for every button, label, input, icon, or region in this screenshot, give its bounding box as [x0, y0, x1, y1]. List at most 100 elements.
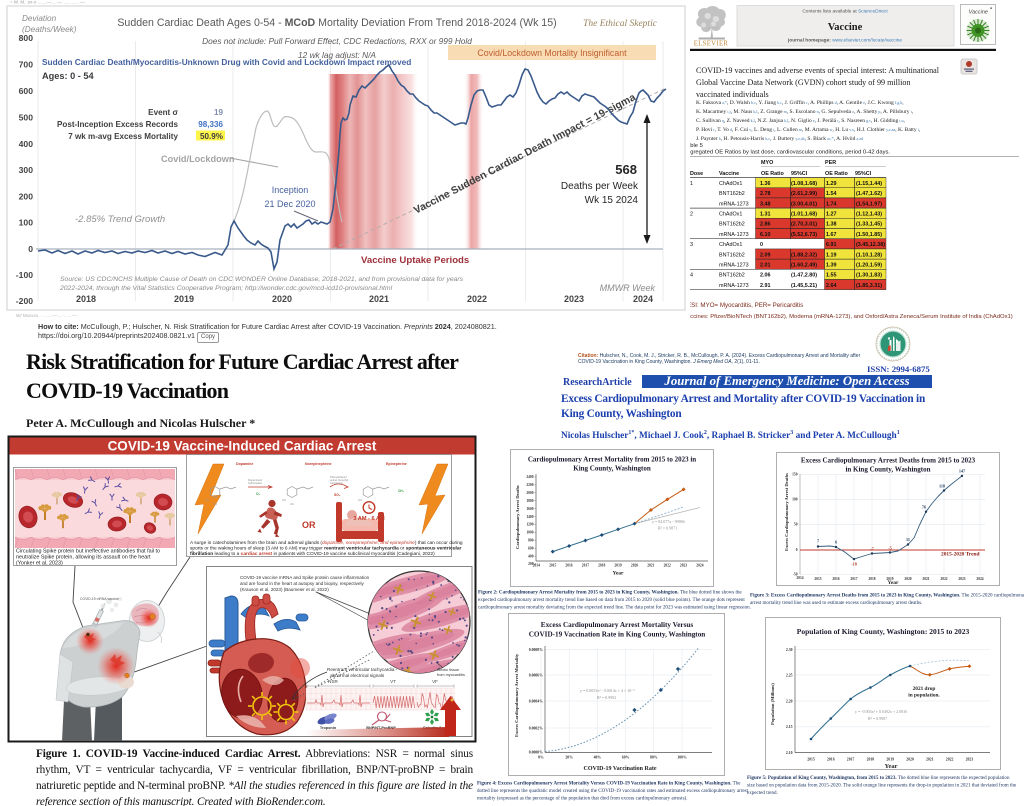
svg-text:1.36: 1.36 [760, 181, 771, 187]
svg-text:150: 150 [792, 473, 798, 477]
svg-text:2022: 2022 [940, 577, 947, 581]
svg-text:-18: -18 [851, 562, 857, 567]
svg-text:K. Macartney i,j, M. Naus k,l,: K. Macartney i,j, M. Naus k,l, Z. Grange… [696, 109, 914, 115]
svg-text:6: 6 [835, 540, 837, 545]
svg-text:7 wk m-avg Excess Mortality: 7 wk m-avg Excess Mortality [68, 132, 178, 141]
svg-text:2021: 2021 [647, 564, 654, 568]
svg-text:500: 500 [19, 113, 34, 123]
svg-text:1.67: 1.67 [826, 232, 837, 238]
svg-text:21 Dec 2020: 21 Dec 2020 [264, 199, 315, 209]
svg-text:Dose: Dose [690, 171, 703, 177]
svg-text:arrest mortality trend line wa: arrest mortality trend line was used to … [750, 600, 922, 606]
svg-text:NSR: NSR [328, 679, 338, 684]
svg-text:12 wk lag adjust: N/A: 12 wk lag adjust: N/A [298, 50, 376, 60]
svg-text:400: 400 [19, 139, 34, 149]
svg-text:2.15: 2.15 [786, 725, 793, 729]
svg-text:2019: 2019 [615, 564, 622, 568]
svg-text:R² = 0.9987: R² = 0.9987 [868, 716, 887, 721]
svg-text:Global Vaccine Data Network (G: Global Vaccine Data Network (GVDN) cohor… [696, 78, 911, 87]
svg-text:-50: -50 [793, 572, 798, 576]
svg-text:mRNA-1273: mRNA-1273 [719, 263, 749, 269]
svg-text:dotted line represents the qua: dotted line represents the quadratic mod… [477, 788, 749, 794]
svg-text:Figure 4: Excess Cardiopulmona: Figure 4: Excess Cardiopulmonary Arrest … [477, 781, 741, 787]
svg-text:2024: 2024 [633, 294, 653, 304]
svg-text:Deaths per Week: Deaths per Week [561, 181, 639, 192]
svg-text:Event σ: Event σ [148, 108, 178, 117]
svg-text:40%: 40% [594, 756, 602, 760]
svg-text:300: 300 [19, 165, 34, 175]
svg-text:2022-2024, through the Vital S: 2022-2024, through the Vital Statistics … [59, 285, 393, 292]
svg-text:19: 19 [214, 108, 224, 117]
svg-text:200: 200 [528, 562, 534, 566]
svg-text:OE Ratio: OE Ratio [825, 171, 848, 177]
svg-text:R² = 0.9871: R² = 0.9871 [658, 526, 677, 531]
svg-text:Covid/Lockdown: Covid/Lockdown [161, 154, 235, 164]
svg-text:(1.47,1.62): (1.47,1.62) [856, 191, 882, 197]
svg-text:2.09: 2.09 [760, 252, 771, 258]
svg-text:accines: Pfizer/BioNTech (BNT1: accines: Pfizer/BioNTech (BNT162b2), Mod… [690, 314, 1013, 320]
svg-text:7: 7 [817, 539, 819, 544]
svg-text:BNT162b2: BNT162b2 [719, 252, 745, 258]
svg-text:2014: 2014 [533, 564, 540, 568]
svg-text:2018: 2018 [598, 564, 605, 568]
svg-text:COVID-19 vaccines and adverse: COVID-19 vaccines and adverse events of … [696, 66, 940, 75]
svg-text:Figure 2: Cardiopulmonary Arre: Figure 2: Cardiopulmonary Arrest Mortali… [478, 590, 742, 596]
svg-text:HO: HO [282, 498, 287, 502]
svg-text:W/ Mxxxxx. .·……—…·.. …—·: W/ Mxxxxx. .·……—…·.. …—· [16, 313, 78, 318]
svg-text:Dopamine: Dopamine [236, 462, 253, 466]
svg-text:4: 4 [690, 273, 693, 279]
svg-text:2014: 2014 [796, 576, 803, 580]
svg-text:76: 76 [922, 505, 926, 510]
svg-text:OH: OH [290, 502, 294, 506]
svg-text:Excess Cardiopulmonary Arrest: Excess Cardiopulmonary Arrest Deaths fro… [801, 457, 976, 465]
svg-text:400: 400 [528, 554, 534, 558]
svg-text:Excess Cardiopulmonary Arrest: Excess Cardiopulmonary Arrest Mortality [514, 653, 519, 737]
svg-text:neutralize Spike protein, allo: neutralize Spike protein, allowing its a… [16, 555, 151, 561]
svg-text:50: 50 [794, 523, 798, 527]
svg-text:(5.52,6.73): (5.52,6.73) [791, 232, 817, 238]
svg-text:2024: 2024 [976, 577, 983, 581]
svg-text:100: 100 [19, 218, 34, 228]
svg-text:1: 1 [690, 181, 693, 187]
svg-text:1000: 1000 [526, 531, 533, 535]
svg-text:size based on population data: size based on population data from 2015-… [747, 782, 1017, 789]
svg-text:Norepinephrine: Norepinephrine [305, 462, 332, 466]
svg-text:HO: HO [205, 498, 210, 502]
svg-text:y = 0.0053x² - 0.0014x + 4 × 1: y = 0.0053x² - 0.0014x + 4 × 10⁻⁵ [580, 688, 635, 693]
svg-text:200: 200 [19, 192, 34, 202]
svg-text:2023: 2023 [958, 577, 965, 581]
svg-text:800: 800 [528, 539, 534, 543]
svg-text:Contents lists available at Sc: Contents lists available at ScienceDirec… [802, 9, 888, 15]
svg-text:2.06: 2.06 [760, 273, 771, 279]
svg-text:Troponin: Troponin [320, 726, 337, 730]
svg-text:A surge in catecholamines from: A surge in catecholamines from the brain… [190, 540, 463, 546]
svg-text:(1.60,2.49): (1.60,2.49) [791, 263, 817, 269]
svg-text:(1.12,1.43): (1.12,1.43) [856, 212, 882, 218]
svg-text:Figure 5: Population of King C: Figure 5: Population of King County, Was… [747, 775, 1010, 781]
svg-text:R² = 0.9992: R² = 0.9992 [597, 695, 616, 700]
svg-text:O₂: O₂ [256, 492, 261, 496]
svg-text:600: 600 [19, 86, 34, 96]
svg-text:2.10: 2.10 [786, 751, 793, 755]
svg-text:King County, Washington: King County, Washington [573, 465, 651, 473]
svg-text:and are found in the heart at: and are found in the heart at autopsy an… [240, 581, 364, 586]
svg-text:1200: 1200 [526, 523, 533, 527]
svg-text:1.19: 1.19 [826, 252, 837, 258]
svg-text:11: 11 [906, 537, 910, 542]
svg-text:VF: VF [432, 679, 438, 684]
svg-text:2022: 2022 [467, 294, 487, 304]
svg-text:Ages: 0 - 54: Ages: 0 - 54 [42, 71, 94, 81]
svg-text:2019: 2019 [886, 758, 894, 762]
svg-text:1.38: 1.38 [826, 222, 837, 228]
svg-text:0.0002%: 0.0002% [529, 726, 543, 730]
svg-text:700: 700 [19, 60, 34, 70]
svg-text:(2.70,3.01): (2.70,3.01) [791, 222, 817, 228]
svg-text:Deviation: Deviation [22, 14, 57, 23]
svg-text:Population (Millions): Population (Millions) [770, 683, 775, 725]
svg-text:3: 3 [690, 242, 693, 248]
svg-text:journal homepage: www.elsevier: journal homepage: www.elsevier.com/locat… [787, 38, 902, 44]
svg-text:0: 0 [760, 242, 763, 248]
svg-text:OE Ratio: OE Ratio [761, 171, 784, 177]
svg-text:abnormal electrical signals: abnormal electrical signals [330, 673, 385, 678]
svg-text:2.78: 2.78 [760, 191, 771, 197]
